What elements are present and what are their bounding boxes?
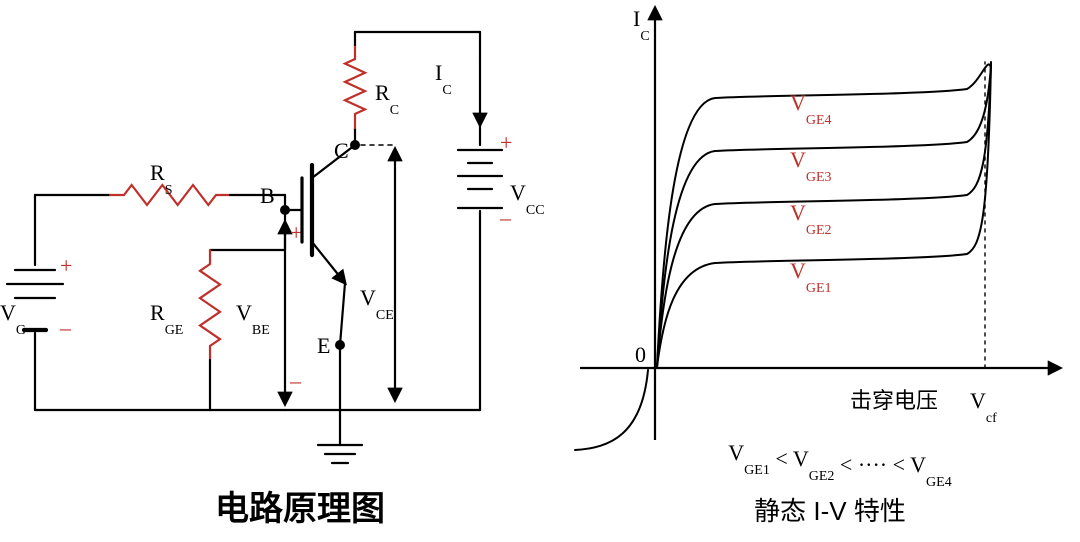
iv-curve-3: [657, 66, 991, 367]
label-node-e: E: [317, 333, 330, 358]
iv-curve-2: [657, 64, 991, 367]
y-axis-label: IC: [633, 6, 650, 44]
neg-curve: [575, 370, 648, 450]
label-rge: RGE: [150, 300, 183, 338]
label-vce: VCE: [360, 285, 394, 323]
igbt-symbol: [285, 145, 355, 345]
label-rs: RS: [150, 160, 172, 198]
vbe-minus: –: [289, 368, 302, 393]
curve-label-vge1: VGE1: [790, 258, 832, 296]
vcc-plus: +: [500, 130, 512, 155]
iv-curve-1: [657, 62, 991, 367]
curve-label-vge2: VGE2: [790, 200, 832, 238]
graph-title: 静态 I-V 特性: [754, 496, 906, 526]
label-vcc: VCC: [510, 180, 545, 218]
circuit-schematic: +–VGRSBRGEVBE+–CRCIC+–VCCEVCE电路原理图: [0, 32, 545, 528]
label-node-b: B: [260, 183, 275, 208]
x-axis-label-vcf: Vcf: [970, 388, 997, 426]
vg-plus: +: [60, 253, 72, 278]
label-node-c: C: [334, 138, 349, 163]
label-rc: RC: [375, 80, 399, 118]
origin-label: 0: [635, 342, 646, 367]
circuit-title: 电路原理图: [215, 490, 385, 528]
vcc-minus: –: [499, 205, 512, 230]
label-ic: IC: [435, 60, 452, 98]
x-axis-label-cn: 击穿电压: [850, 388, 938, 413]
label-vbe: VBE: [236, 300, 270, 338]
curve-label-vge3: VGE3: [790, 147, 832, 185]
inequality-text: VGE1 < VGE2 < ···· < VGE4: [728, 440, 951, 490]
label-vg: VG: [0, 300, 26, 338]
iv-graph: 0IC击穿电压VcfVGE1VGE2VGE3VGE4VGE1 < VGE2 < …: [575, 6, 1060, 526]
iv-curve-4: [657, 64, 991, 367]
vg-minus: –: [59, 315, 72, 340]
